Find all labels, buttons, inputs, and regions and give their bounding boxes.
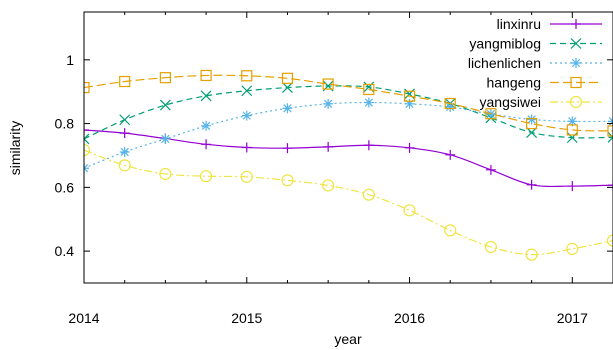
data-point [363, 97, 374, 108]
legend-label: lichenlichen [468, 55, 541, 71]
data-point [119, 128, 130, 139]
data-point [200, 69, 212, 82]
series-layer [84, 69, 613, 261]
data-point [608, 180, 613, 191]
tick-layer: 2014 2015 2016 2017 0.4 0.6 0.8 1 [55, 12, 613, 326]
data-point [119, 75, 131, 88]
data-point [444, 224, 457, 237]
data-point [567, 181, 578, 192]
legend-marker [571, 58, 581, 68]
data-point [607, 131, 613, 143]
series-line [84, 85, 613, 140]
data-point [241, 142, 252, 153]
data-point [322, 179, 335, 192]
data-point [526, 117, 538, 130]
data-point [445, 102, 456, 113]
data-point [566, 124, 578, 136]
data-point [201, 120, 212, 131]
data-point [403, 204, 416, 217]
data-point [363, 83, 375, 96]
legend-label: yangmiblog [469, 36, 541, 52]
data-point [199, 170, 213, 183]
data-point [322, 78, 334, 90]
data-point [566, 132, 578, 144]
data-point [403, 90, 416, 102]
data-point [84, 81, 90, 94]
legend-item: hangeng [486, 75, 602, 91]
legend-marker [569, 95, 583, 109]
series-line [84, 149, 613, 256]
data-point [607, 125, 613, 137]
data-point [282, 143, 293, 154]
data-point [485, 108, 497, 120]
y-axis-label: similarity [7, 121, 23, 175]
data-point [363, 140, 374, 151]
data-point [119, 114, 131, 126]
legend-item: yangmiblog [469, 36, 602, 52]
data-point [160, 133, 171, 144]
data-point [323, 98, 334, 109]
data-point [281, 174, 294, 187]
legend-label: linxinru [497, 16, 541, 32]
data-point [525, 248, 538, 261]
data-point [526, 114, 537, 125]
data-point [84, 133, 90, 145]
x-axis-label: year [334, 331, 362, 347]
data-point [159, 72, 171, 84]
data-point [201, 139, 212, 150]
series-line [84, 74, 613, 132]
legend-marker [570, 38, 582, 49]
series-linxinru [84, 124, 613, 192]
legend-label: yangsiwei [480, 94, 541, 110]
data-point [159, 99, 171, 111]
legend-marker [571, 19, 581, 29]
y-tick-label: 0.8 [55, 116, 75, 132]
plot-frame [83, 11, 613, 284]
data-point [608, 116, 613, 127]
data-point [119, 146, 130, 157]
data-point [404, 98, 415, 109]
data-point [84, 143, 91, 157]
data-point [485, 164, 496, 175]
y-tick-label: 0.6 [55, 179, 75, 195]
data-point [118, 159, 131, 172]
data-point [526, 179, 537, 190]
data-point [566, 242, 579, 255]
data-point [159, 167, 172, 181]
data-point [606, 234, 613, 247]
x-tick-label: 2014 [68, 310, 99, 326]
data-point [567, 116, 578, 127]
y-tick-label: 1 [66, 52, 74, 68]
data-point [484, 240, 498, 254]
x-tick-label: 2017 [557, 310, 588, 326]
series-line [84, 101, 613, 169]
data-point [404, 88, 415, 100]
data-point [444, 97, 456, 110]
data-point [241, 70, 253, 82]
data-point [240, 170, 253, 183]
data-point [404, 142, 415, 153]
series-hangeng [84, 69, 613, 137]
legend-label: hangeng [486, 75, 541, 91]
y-tick-label: 0.4 [55, 243, 75, 259]
series-yangsiwei [84, 143, 613, 261]
data-point [84, 124, 89, 135]
data-point [323, 141, 334, 152]
data-point [445, 149, 456, 160]
data-point [281, 72, 294, 84]
legend-item: linxinru [497, 16, 602, 32]
x-tick-label: 2015 [231, 310, 262, 326]
data-point [241, 85, 253, 97]
data-point [362, 188, 375, 201]
data-point [200, 90, 212, 102]
legend-item: yangsiwei [480, 94, 602, 110]
data-point [282, 82, 293, 93]
data-point [241, 110, 252, 121]
legend-item: lichenlichen [468, 55, 602, 71]
x-tick-label: 2016 [394, 310, 425, 326]
legend: linxinru yangmiblog lichenlichen hangeng yan… [468, 16, 602, 110]
data-point [282, 103, 293, 114]
legend-marker [570, 76, 582, 89]
